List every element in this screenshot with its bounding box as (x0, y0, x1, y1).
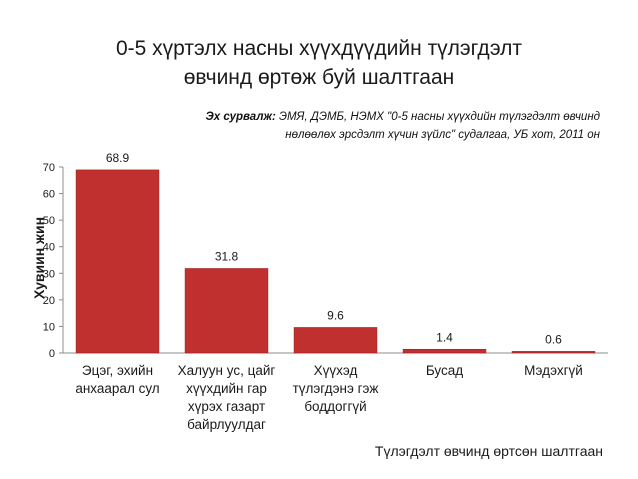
y-axis: 0 10 20 30 40 50 60 70 (43, 162, 64, 360)
category-label-line: Мэдэхгүй (524, 363, 583, 378)
bar-value-label: 9.6 (327, 308, 344, 322)
category-label: Мэдэхгүй (524, 363, 583, 378)
y-tick-label: 50 (43, 215, 55, 227)
bar (184, 268, 269, 354)
category-label: Хүүхэд түлэгдэнэ гэж боддоггүй (293, 363, 379, 414)
y-tick-label: 40 (43, 242, 55, 254)
bar (402, 348, 487, 354)
category-label-line: хүрэх газарт (188, 399, 265, 414)
category-label-line: анхаарал сул (75, 381, 159, 396)
category-label: Халуун ус, цайг хүүхдийн гар хүрэх газарт б… (178, 363, 276, 432)
category-label-line: байрлуулдаг (187, 417, 266, 432)
y-tick-label: 10 (43, 321, 55, 333)
y-axis-title: Хувиин жин (31, 217, 47, 299)
bar (511, 351, 596, 354)
category-labels: Эцэг, эхийн анхаарал сул Халуун ус, цайг хү… (75, 363, 583, 432)
y-tick-label: 60 (43, 189, 55, 201)
y-tick-label: 0 (49, 348, 55, 360)
y-tick-label: 30 (43, 268, 55, 280)
bar-value-label: 0.6 (545, 332, 562, 346)
category-label-line: Хүүхэд (314, 363, 358, 378)
bars (75, 169, 596, 354)
chart-title: 0-5 хүртэлх насны хүүхдүүдийн түлэгдэлт … (0, 34, 638, 92)
category-label-line: түлэгдэнэ гэж (293, 381, 379, 396)
source-text-2: нөлөөлөх эрсдэлт хүчин зүйлс" судалгаа, … (285, 129, 600, 141)
y-tick-label: 20 (43, 295, 55, 307)
category-label: Эцэг, эхийн анхаарал сул (75, 363, 159, 396)
bar (293, 327, 378, 354)
category-label-line: Эцэг, эхийн (82, 363, 153, 378)
bar (75, 169, 160, 354)
category-label: Бусад (426, 363, 463, 378)
source-text-1: ЭМЯ, ДЭМБ, НЭМХ "0-5 насны хүүхдийн түлэ… (275, 111, 600, 123)
source-note: Эх сурвалж: ЭМЯ, ДЭМБ, НЭМХ "0-5 насны х… (150, 108, 600, 144)
category-label-line: Бусад (426, 363, 463, 378)
y-tick-label: 70 (43, 162, 55, 174)
x-axis-title: Түлэгдэлт өвчинд өртсөн шалтгаан (375, 443, 603, 459)
category-label-line: хүүхдийн гар (186, 381, 267, 396)
chart-title-line-1: 0-5 хүртэлх насны хүүхдүүдийн түлэгдэлт (116, 37, 522, 60)
chart-title-line-2: өвчинд өртөж буй шалтгаан (183, 66, 455, 89)
bar-value-label: 68.9 (106, 151, 130, 165)
source-label: Эх сурвалж: (205, 111, 276, 123)
bar-value-label: 31.8 (215, 250, 239, 264)
bar-value-label: 1.4 (436, 330, 453, 344)
category-label-line: боддоггүй (304, 399, 366, 414)
data-labels: 68.9 31.8 9.6 1.4 0.6 (106, 151, 562, 346)
category-label-line: Халуун ус, цайг (178, 363, 276, 378)
